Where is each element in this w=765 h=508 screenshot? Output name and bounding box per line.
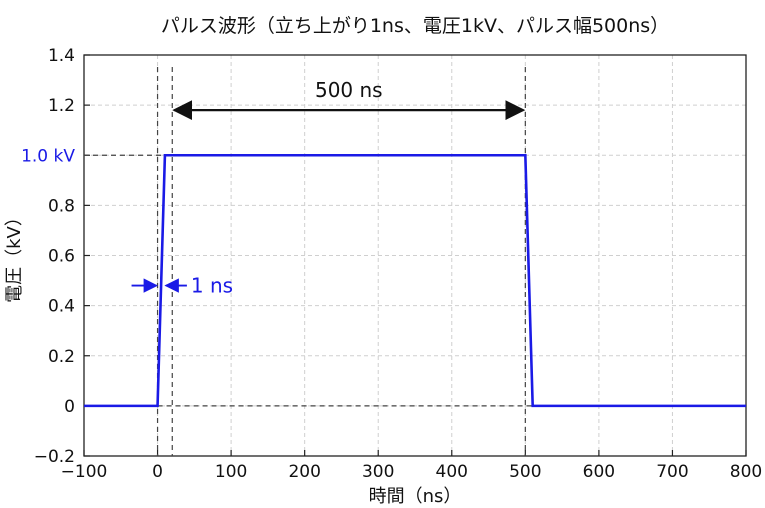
x-tick-label: 700 — [656, 462, 688, 482]
x-tick-label: 800 — [730, 462, 762, 482]
x-tick-label: 100 — [215, 462, 247, 482]
rise-time-label: 1 ns — [191, 274, 233, 298]
y-tick-label: 0 — [64, 397, 75, 417]
y-tick-label: 0.6 — [48, 247, 75, 267]
y-axis-ticks: −0.2 0 0.2 0.4 0.6 0.8 1.0 kV 1.2 1.4 — [21, 46, 90, 467]
y-tick-label: 1.2 — [48, 96, 75, 116]
x-tick-label: −100 — [61, 462, 108, 482]
x-tick-label: 300 — [362, 462, 394, 482]
y-tick-label: 0.2 — [48, 347, 75, 367]
x-axis-ticks: −100 0 100 200 300 400 500 600 700 800 — [61, 450, 762, 482]
y-axis-label: 電圧（kV） — [4, 208, 25, 303]
pulse-width-label: 500 ns — [315, 78, 383, 102]
grid — [84, 55, 746, 456]
series-line — [84, 153, 746, 408]
y-tick-label: 0.4 — [48, 297, 75, 317]
x-tick-label: 500 — [509, 462, 541, 482]
x-axis-label: 時間（ns） — [369, 486, 462, 507]
reference-lines — [84, 67, 533, 456]
x-tick-label: 600 — [583, 462, 615, 482]
x-tick-label: 200 — [288, 462, 320, 482]
x-tick-label: 400 — [436, 462, 468, 482]
chart-title: パルス波形（立ち上がり1ns、電圧1kV、パルス幅500ns） — [161, 15, 669, 37]
y-tick-label: −0.2 — [34, 447, 75, 467]
y-tick-label: 0.8 — [48, 196, 75, 216]
y-tick-label: 1.4 — [48, 46, 75, 66]
y-tick-label: 1.0 kV — [21, 146, 75, 166]
x-tick-label: 0 — [152, 462, 163, 482]
